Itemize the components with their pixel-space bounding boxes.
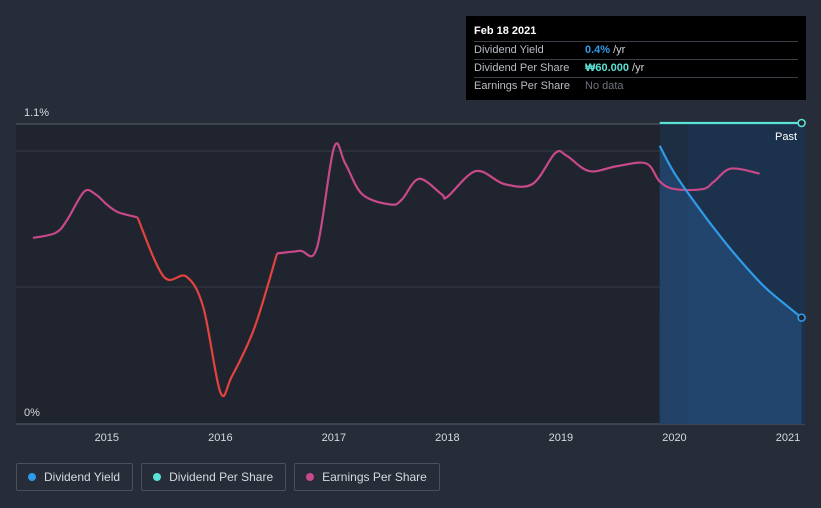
tooltip-unit: /yr	[632, 62, 645, 74]
x-tick-label: 2020	[662, 432, 686, 444]
tooltip-value: ₩60.000	[585, 62, 630, 74]
earnings-per-share-dot-icon	[306, 473, 315, 481]
legend-item-dividend-per-share[interactable]: Dividend Per Share	[141, 463, 287, 491]
hover-tooltip: Feb 18 2021 Dividend Yield 0.4% /yr Divi…	[466, 16, 806, 100]
legend-item-earnings-per-share[interactable]: Earnings Per Share	[294, 463, 440, 491]
tooltip-date: Feb 18 2021	[474, 25, 537, 37]
dividend-yield-area	[659, 145, 802, 425]
dividend-yield-marker	[797, 313, 806, 322]
dividend-per-share-marker	[797, 118, 806, 128]
chart-legend: Dividend Yield Dividend Per Share Earnin…	[16, 463, 440, 491]
legend-item-dividend-yield[interactable]: Dividend Yield	[16, 463, 134, 491]
x-tick-label: 2021	[776, 432, 800, 444]
tooltip-no-data: No data	[585, 80, 624, 92]
x-tick-label: 2016	[208, 432, 232, 444]
earnings-per-share-line	[276, 142, 760, 258]
dividend-yield-dot-icon	[28, 473, 36, 481]
legend-label: Dividend Yield	[44, 470, 121, 484]
earnings-per-share-line-declining	[136, 216, 279, 398]
dividend-per-share-dot-icon	[153, 473, 162, 481]
tooltip-row-earnings-per-share: Earnings Per Share No data	[474, 77, 798, 95]
earnings-per-share-line	[32, 188, 138, 239]
series-markers	[797, 118, 806, 322]
x-tick-label: 2017	[322, 432, 346, 444]
dividend-yield-line	[658, 145, 803, 319]
tooltip-value: 0.4%	[585, 44, 611, 56]
legend-label: Dividend Per Share	[169, 470, 274, 484]
legend-label: Earnings Per Share	[322, 470, 427, 484]
tooltip-row-dividend-yield: Dividend Yield 0.4% /yr	[474, 41, 798, 59]
tooltip-label: Dividend Per Share	[474, 62, 570, 74]
tooltip-unit: /yr	[613, 44, 626, 56]
x-tick-label: 2018	[435, 432, 459, 444]
tooltip-label: Dividend Yield	[474, 44, 544, 56]
series-lines	[32, 121, 803, 398]
y-tick-label: 0%	[24, 407, 40, 419]
x-tick-label: 2015	[95, 432, 119, 444]
tooltip-label: Earnings Per Share	[474, 80, 570, 92]
y-tick-label: 1.1%	[24, 107, 49, 119]
tooltip-row-dividend-per-share: Dividend Per Share ₩60.000 /yr	[474, 59, 798, 77]
y-axis-ticks: 1.1% 0%	[24, 107, 49, 419]
x-tick-label: 2019	[549, 432, 573, 444]
past-label: Past	[775, 131, 797, 143]
past-region-highlight	[688, 124, 805, 424]
past-region	[659, 124, 805, 425]
x-axis-ticks: 2015 2016 2017 2018 2019 2020 2021	[95, 432, 801, 444]
